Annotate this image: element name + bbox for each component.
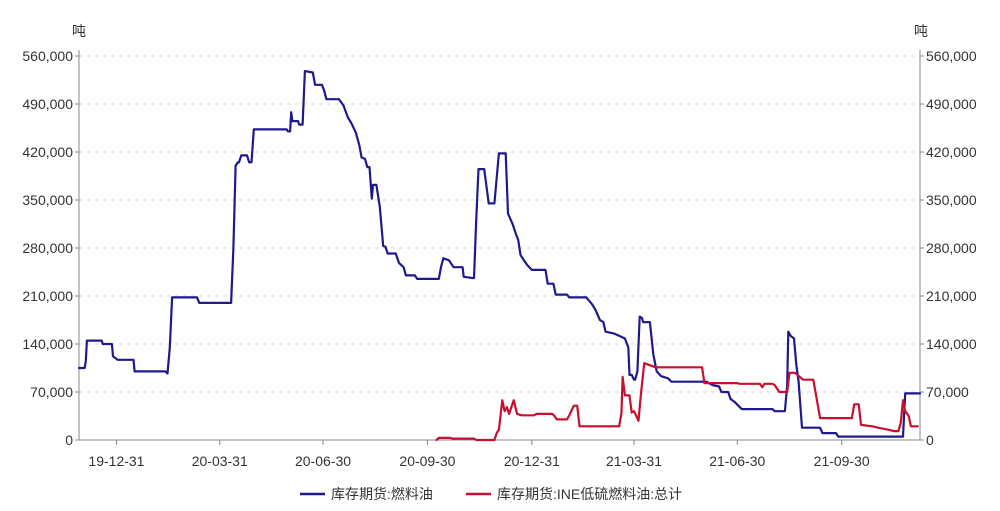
left-y-tick-label: 280,000 <box>22 240 73 256</box>
right-y-tick-label: 420,000 <box>926 144 977 160</box>
x-tick-label: 20-06-30 <box>295 453 351 469</box>
x-tick-label: 21-06-30 <box>709 453 765 469</box>
right-y-tick-label: 0 <box>926 432 934 448</box>
x-tick-label: 20-03-31 <box>192 453 248 469</box>
left-y-tick-label: 560,000 <box>22 48 73 64</box>
axes-layer: 吨 吨 <box>72 23 928 441</box>
series-line-fuel-oil[interactable] <box>77 69 922 438</box>
legend-item-fuel-oil[interactable]: 库存期货:燃料油 <box>300 486 433 502</box>
right-y-tick-label: 70,000 <box>926 384 969 400</box>
x-tick-label: 20-12-31 <box>504 453 560 469</box>
legend-item-ine-low-sulfur[interactable]: 库存期货:INE低硫燃料油:总计 <box>466 486 682 502</box>
right-y-tick-label: 280,000 <box>926 240 977 256</box>
x-tick-label: 19-12-31 <box>88 453 144 469</box>
right-y-unit-label: 吨 <box>914 23 928 39</box>
right-y-tick-label: 560,000 <box>926 48 977 64</box>
left-y-tick-label: 350,000 <box>22 192 73 208</box>
right-y-tick-label: 210,000 <box>926 288 977 304</box>
x-tick-label: 20-09-30 <box>399 453 455 469</box>
right-y-tick-label: 140,000 <box>926 336 977 352</box>
series-line-ine-low-sulfur[interactable] <box>435 362 919 442</box>
series-layer <box>77 69 922 442</box>
left-y-unit-label: 吨 <box>72 23 86 39</box>
left-y-tick-label: 210,000 <box>22 288 73 304</box>
x-ticks: 19-12-31 20-03-31 20-06-30 20-09-30 20-12-31… <box>88 440 870 469</box>
x-tick-label: 21-03-31 <box>606 453 662 469</box>
right-y-ticks: 0 70,000 140,000 210,000 280,000 350,000 420,0… <box>920 48 977 448</box>
left-y-tick-label: 420,000 <box>22 144 73 160</box>
right-y-tick-label: 490,000 <box>926 96 977 112</box>
legend: 库存期货:燃料油 库存期货:INE低硫燃料油:总计 <box>300 486 682 502</box>
x-tick-label: 21-09-30 <box>814 453 870 469</box>
left-y-tick-label: 490,000 <box>22 96 73 112</box>
left-y-tick-label: 70,000 <box>30 384 73 400</box>
right-y-tick-label: 350,000 <box>926 192 977 208</box>
left-y-tick-label: 0 <box>65 432 73 448</box>
legend-label-ine-low-sulfur: 库存期货:INE低硫燃料油:总计 <box>497 486 682 502</box>
left-y-ticks: 0 70,000 140,000 210,000 280,000 350,000 420,0… <box>22 48 79 448</box>
left-y-tick-label: 140,000 <box>22 336 73 352</box>
legend-label-fuel-oil: 库存期货:燃料油 <box>331 486 433 502</box>
